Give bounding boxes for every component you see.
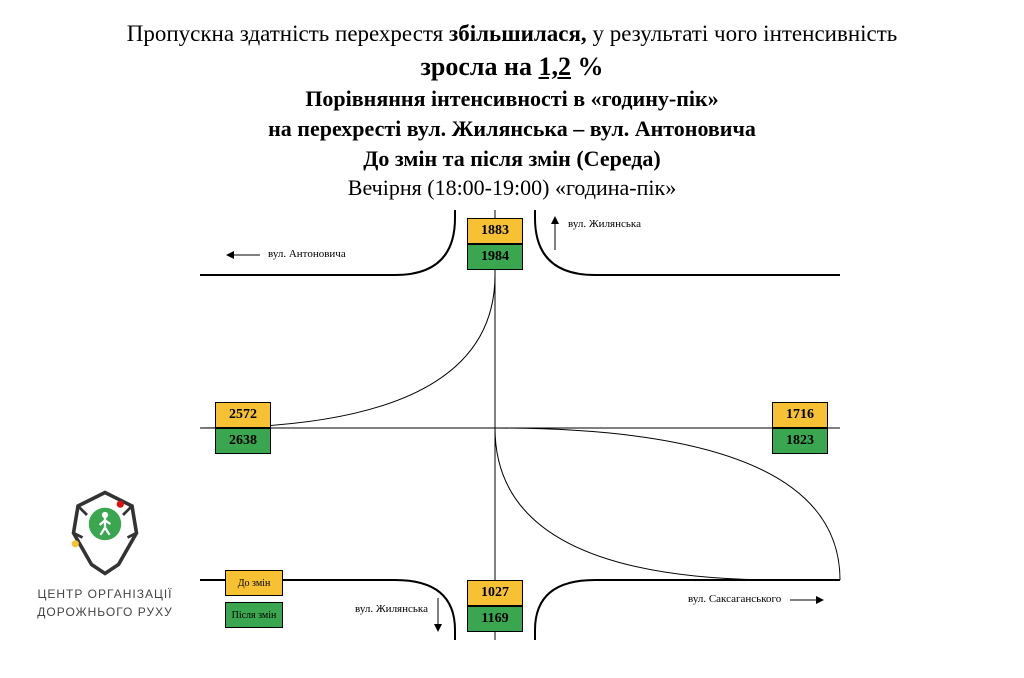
street-label-se: вул. Саксаганського <box>688 593 781 605</box>
east-before: 1716 <box>772 402 828 428</box>
logo-text-2: ДОРОЖНЬОГО РУХУ <box>20 605 190 619</box>
east-after: 1823 <box>772 428 828 454</box>
headline-3: Порівняння інтенсивності в «годину-пік» <box>0 84 1024 114</box>
south-after: 1169 <box>467 606 523 632</box>
street-label-nw: вул. Антоновича <box>268 248 346 260</box>
headline-2: зросла на 1,2 % <box>0 49 1024 84</box>
headline-5: До змін та після змін (Середа) <box>0 144 1024 174</box>
west-before: 2572 <box>215 402 271 428</box>
legend: До змін Після змін <box>225 570 281 628</box>
headline-2b: 1,2 <box>539 52 572 81</box>
legend-before: До змін <box>225 570 283 596</box>
headline-2a: зросла на <box>420 52 538 81</box>
legend-after: Після змін <box>225 602 283 628</box>
west-pair: 2572 2638 <box>215 402 271 454</box>
north-pair: 1883 1984 <box>467 218 523 270</box>
page: Пропускна здатність перехрестя збільшила… <box>0 0 1024 678</box>
headline-1: Пропускна здатність перехрестя збільшила… <box>0 18 1024 49</box>
west-after: 2638 <box>215 428 271 454</box>
headline-1a: Пропускна здатність перехрестя <box>127 21 449 46</box>
north-after: 1984 <box>467 244 523 270</box>
headline-6: Вечірня (18:00-19:00) «година-пік» <box>0 173 1024 203</box>
org-logo: ЦЕНТР ОРГАНІЗАЦІЇ ДОРОЖНЬОГО РУХУ <box>20 488 190 620</box>
south-pair: 1027 1169 <box>467 580 523 632</box>
headline-2c: % <box>571 52 604 81</box>
pin-icon <box>60 488 150 578</box>
headline-4: на перехресті вул. Жилянська – вул. Анто… <box>0 114 1024 144</box>
logo-text-1: ЦЕНТР ОРГАНІЗАЦІЇ <box>20 587 190 601</box>
street-label-sw: вул. Жилянська <box>355 603 428 615</box>
street-label-ne: вул. Жилянська <box>568 218 641 230</box>
north-before: 1883 <box>467 218 523 244</box>
header-block: Пропускна здатність перехрестя збільшила… <box>0 0 1024 203</box>
headline-1b: збільшилася, <box>449 21 587 46</box>
south-before: 1027 <box>467 580 523 606</box>
east-pair: 1716 1823 <box>772 402 828 454</box>
headline-1c: у результаті чого інтенсивність <box>587 21 898 46</box>
